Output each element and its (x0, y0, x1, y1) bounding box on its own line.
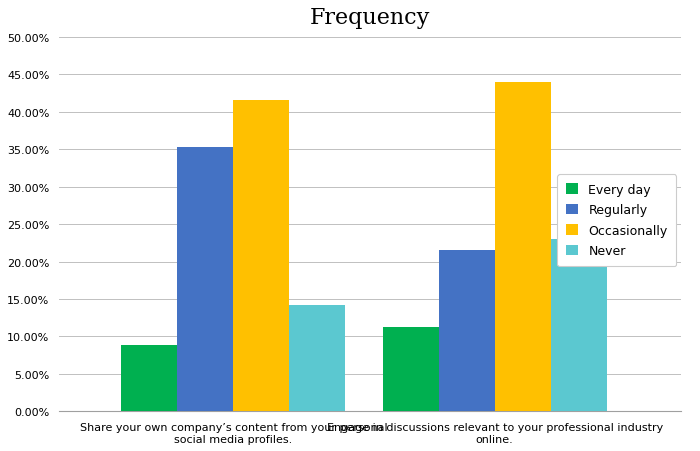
Legend: Every day, Regularly, Occasionally, Never: Every day, Regularly, Occasionally, Neve… (557, 175, 676, 267)
Bar (289, 305, 345, 411)
Bar (383, 328, 439, 411)
Title: Frequency: Frequency (310, 7, 430, 29)
Bar (439, 250, 495, 411)
Bar (121, 345, 177, 411)
Bar (233, 101, 289, 411)
Bar (551, 239, 607, 411)
Bar (495, 83, 551, 411)
Bar (177, 147, 233, 411)
